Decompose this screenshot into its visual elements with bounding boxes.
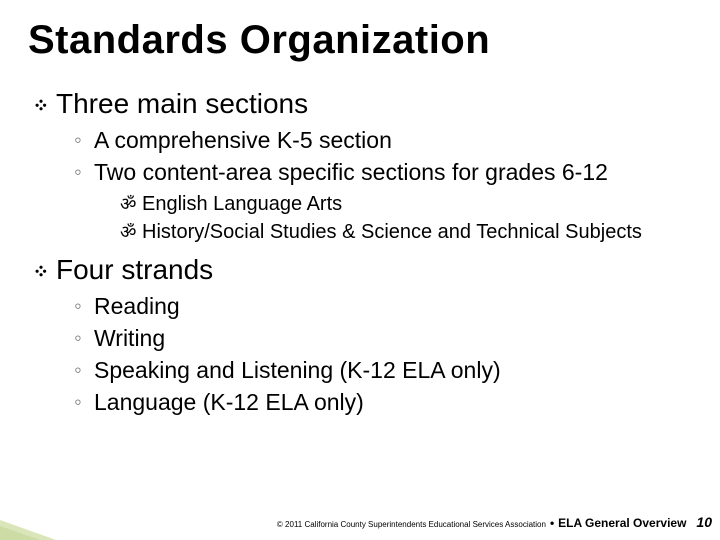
footer-copyright: © 2011 California County Superintendents… — [277, 520, 546, 529]
bullet-l3-history-science: ॐ History/Social Studies & Science and T… — [120, 219, 692, 245]
footer: © 2011 California County Superintendents… — [277, 514, 712, 530]
bullet-l3-icon: ॐ — [120, 191, 142, 217]
footer-page-number: 10 — [696, 514, 712, 530]
bullet-l3-icon: ॐ — [120, 219, 142, 245]
bullet-l2-6-12: ◦ Two content-area specific sections for… — [74, 157, 692, 187]
bullet-l1-three-main-sections: ܀ Three main sections — [34, 87, 692, 121]
bullet-l1-icon: ܀ — [34, 253, 56, 285]
bullet-l2-icon: ◦ — [74, 157, 94, 187]
bullet-l3-ela: ॐ English Language Arts — [120, 191, 692, 217]
slide: Standards Organization ܀ Three main sect… — [0, 0, 720, 540]
bullet-l2-icon: ◦ — [74, 355, 94, 385]
l2-text: Two content-area specific sections for g… — [94, 157, 608, 187]
bullet-l1-icon: ܀ — [34, 87, 56, 119]
bullet-l2-icon: ◦ — [74, 125, 94, 155]
bullet-l2-icon: ◦ — [74, 323, 94, 353]
bullet-l2-speaking-listening: ◦ Speaking and Listening (K-12 ELA only) — [74, 355, 692, 385]
corner-decoration — [0, 520, 56, 540]
l1-text: Three main sections — [56, 87, 308, 121]
l3-text: English Language Arts — [142, 191, 342, 217]
bullet-l2-writing: ◦ Writing — [74, 323, 692, 353]
l2-text: Speaking and Listening (K-12 ELA only) — [94, 355, 501, 385]
footer-separator-icon: • — [550, 516, 554, 530]
bullet-l2-reading: ◦ Reading — [74, 291, 692, 321]
bullet-l2-icon: ◦ — [74, 387, 94, 417]
l2-text: Writing — [94, 323, 165, 353]
footer-section-label: ELA General Overview — [558, 516, 686, 530]
l1-text: Four strands — [56, 253, 213, 287]
bullet-l2-icon: ◦ — [74, 291, 94, 321]
bullet-l2-language: ◦ Language (K-12 ELA only) — [74, 387, 692, 417]
bullet-l2-k5: ◦ A comprehensive K-5 section — [74, 125, 692, 155]
bullet-l1-four-strands: ܀ Four strands — [34, 253, 692, 287]
l2-text: A comprehensive K-5 section — [94, 125, 392, 155]
l2-text: Reading — [94, 291, 180, 321]
slide-title: Standards Organization — [28, 18, 692, 63]
l2-text: Language (K-12 ELA only) — [94, 387, 364, 417]
l3-text: History/Social Studies & Science and Tec… — [142, 219, 642, 245]
